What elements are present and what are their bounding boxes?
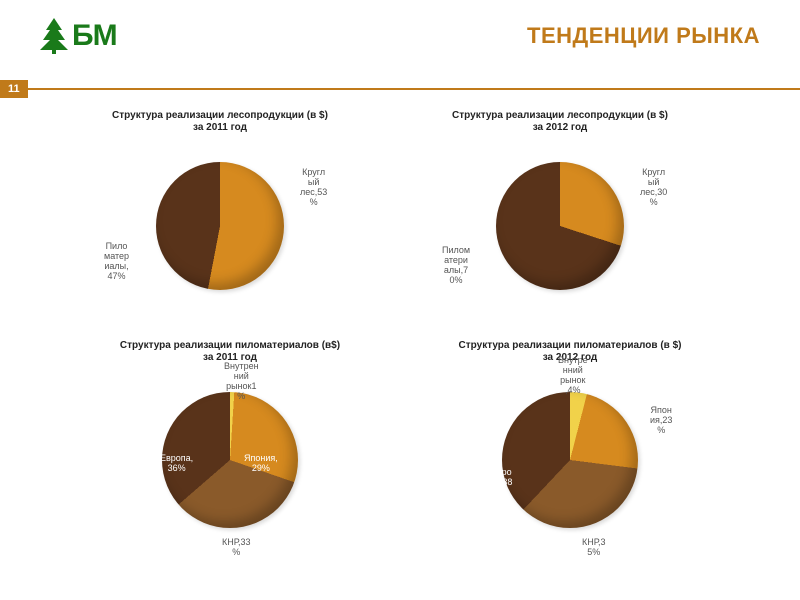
slice-label: Европа,38%: [490, 468, 512, 498]
chart-topleft: Структура реализации лесопродукции (в $)…: [90, 110, 350, 290]
chart-bottomleft: Структура реализации пиломатериалов (в$)…: [90, 340, 370, 528]
slice-label: Япония,29%: [244, 454, 278, 474]
accent-line: [28, 88, 800, 90]
tree-icon: [40, 18, 68, 54]
slice-label: Япония,23%: [650, 406, 672, 436]
charts-container: Структура реализации лесопродукции (в $)…: [0, 110, 800, 590]
header: БМ ТЕНДЕНЦИИ РЫНКА: [0, 0, 800, 62]
pie-wrap: Внутреннийрынок1%Япония,29%КНР,33%Европа…: [162, 392, 298, 528]
slide-number: 11: [0, 80, 28, 98]
pie-wrap: Круглыйлес,53%Пиломатериалы,47%: [156, 162, 284, 290]
slice-label: Европа,36%: [160, 454, 193, 474]
page-title: ТЕНДЕНЦИИ РЫНКА: [527, 23, 760, 49]
slice-label: КНР,33%: [222, 538, 251, 558]
slice-label: Внутреннийрынок,4%: [558, 356, 588, 396]
slice-label: Круглыйлес,30%: [640, 168, 667, 208]
pie-wrap: Внутреннийрынок,4%Япония,23%КНР,35%Европ…: [502, 392, 638, 528]
logo-text: БМ: [72, 19, 117, 53]
pie: [496, 162, 624, 290]
chart-title: Структура реализации лесопродукции (в $)…: [430, 110, 690, 134]
slice-label: Пиломатериалы,70%: [442, 246, 470, 286]
slide-number-bar: 11: [0, 80, 800, 98]
slice-label: Круглыйлес,53%: [300, 168, 327, 208]
slice-label: Пиломатериалы,47%: [104, 242, 129, 282]
chart-topright: Структура реализации лесопродукции (в $)…: [430, 110, 690, 290]
pie: [502, 392, 638, 528]
chart-title: Структура реализации лесопродукции (в $)…: [90, 110, 350, 134]
pie-wrap: Круглыйлес,30%Пиломатериалы,70%: [496, 162, 624, 290]
chart-bottomright: Структура реализации пиломатериалов (в $…: [430, 340, 710, 528]
pie: [156, 162, 284, 290]
logo: БМ: [40, 18, 117, 54]
slice-label: Внутреннийрынок1%: [224, 362, 259, 402]
slice-label: КНР,35%: [582, 538, 606, 558]
